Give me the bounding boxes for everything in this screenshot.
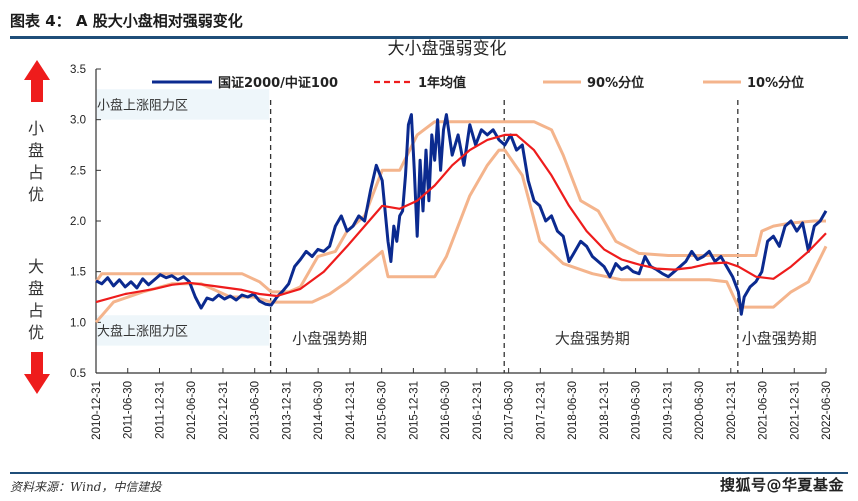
y-tick-label: 1.0 bbox=[70, 317, 86, 329]
y-tick-label: 2.5 bbox=[70, 165, 86, 177]
moving-average-line bbox=[95, 133, 827, 304]
p90-line bbox=[94, 120, 826, 294]
x-tick-label: 2020-12-31 bbox=[726, 381, 738, 440]
x-tick-label: 2017-06-30 bbox=[504, 381, 516, 440]
chart-title: 大小盘强弱变化 bbox=[388, 39, 507, 59]
x-tick-label: 2012-12-31 bbox=[218, 381, 230, 440]
x-tick-label: 2019-12-31 bbox=[662, 381, 674, 440]
y-tick-label: 0.5 bbox=[70, 368, 86, 380]
legend-label: 1年均值 bbox=[418, 75, 466, 91]
x-tick-label: 2014-12-31 bbox=[345, 381, 357, 440]
x-tick-label: 2018-06-30 bbox=[567, 381, 579, 440]
x-tick-label: 2017-12-31 bbox=[535, 381, 547, 440]
x-tick-label: 2010-12-31 bbox=[91, 381, 103, 440]
resistance-zone bbox=[96, 315, 270, 346]
resistance-zone-label: 大盘上涨阻力区 bbox=[97, 323, 188, 339]
x-tick-label: 2021-12-31 bbox=[789, 381, 801, 440]
figure-title: 图表 4： A 股大小盘相对强弱变化 bbox=[10, 12, 243, 30]
p10-line bbox=[94, 148, 828, 324]
x-tick-label: 2016-12-31 bbox=[472, 381, 484, 440]
ratio-line bbox=[95, 113, 828, 316]
x-tick-label: 2011-12-31 bbox=[154, 381, 166, 439]
x-tick-label: 2016-06-30 bbox=[440, 381, 452, 440]
resistance-zone bbox=[96, 89, 270, 120]
y-tick-label: 3.0 bbox=[70, 115, 86, 127]
x-tick-label: 2020-06-30 bbox=[694, 381, 706, 440]
x-tick-label: 2012-06-30 bbox=[186, 381, 198, 440]
x-tick-label: 2019-06-30 bbox=[631, 381, 643, 440]
x-tick-label: 2018-12-31 bbox=[599, 381, 611, 440]
x-tick-label: 2014-06-30 bbox=[313, 381, 325, 440]
period-label: 大盘强势期 bbox=[555, 330, 630, 348]
period-label: 小盘强势期 bbox=[742, 330, 817, 348]
x-tick-label: 2013-06-30 bbox=[250, 381, 262, 440]
up-arrow-icon bbox=[24, 60, 50, 102]
small-cap-advantage-label: 小盘占优 bbox=[27, 119, 44, 204]
y-tick-label: 3.5 bbox=[70, 64, 86, 76]
resistance-zone-label: 小盘上涨阻力区 bbox=[97, 97, 188, 113]
source-note: 资料来源：Wind，中信建投 bbox=[10, 480, 162, 494]
top-rule bbox=[10, 36, 848, 39]
legend-label: 国证2000/中证100 bbox=[218, 75, 338, 91]
x-tick-label: 2013-12-31 bbox=[281, 381, 293, 440]
period-label: 小盘强势期 bbox=[292, 330, 367, 348]
legend-label: 10%分位 bbox=[747, 75, 804, 91]
large-cap-advantage-label: 大盘占优 bbox=[27, 257, 44, 342]
bottom-rule bbox=[10, 472, 848, 474]
down-arrow-icon bbox=[24, 352, 50, 394]
y-tick-label: 1.5 bbox=[70, 267, 86, 279]
x-tick-label: 2011-06-30 bbox=[123, 381, 135, 439]
x-tick-label: 2022-06-30 bbox=[821, 381, 833, 440]
x-tick-label: 2015-12-31 bbox=[408, 381, 420, 440]
x-tick-label: 2021-06-30 bbox=[758, 381, 770, 440]
y-tick-label: 2.0 bbox=[70, 216, 86, 228]
watermark: 搜狐号@华夏基金 bbox=[719, 476, 844, 494]
legend-label: 90%分位 bbox=[587, 75, 644, 91]
x-tick-label: 2015-06-30 bbox=[377, 381, 389, 440]
